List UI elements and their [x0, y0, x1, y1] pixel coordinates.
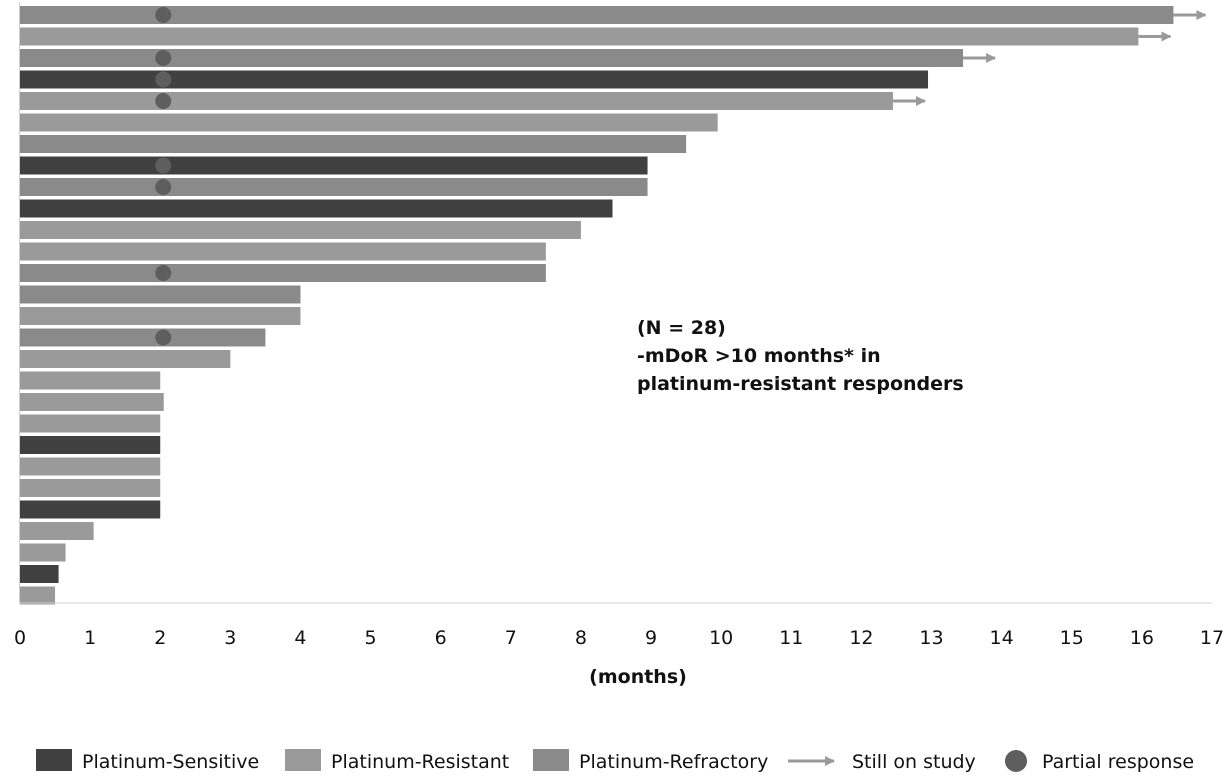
- bar-16: [20, 328, 266, 347]
- bar-4: [20, 70, 929, 89]
- legend-item-5: Partial response: [1005, 750, 1194, 773]
- annotation-line-2: -mDoR >10 months* in: [637, 345, 881, 367]
- x-axis-title: (months): [589, 666, 687, 688]
- bar-23: [20, 479, 161, 497]
- bar-6: [20, 113, 718, 132]
- bar-26: [20, 543, 66, 562]
- x-tick-label-16: 16: [1130, 627, 1154, 649]
- partial-response-marker-3: [155, 50, 172, 66]
- x-tick-label-2: 2: [154, 627, 166, 649]
- bar-12: [20, 242, 546, 261]
- x-tick-label-13: 13: [919, 627, 943, 649]
- x-tick-label-17: 17: [1200, 627, 1224, 649]
- x-tick-label-1: 1: [84, 627, 96, 649]
- legend-swatch-1: [36, 749, 72, 771]
- bar-10: [20, 199, 613, 218]
- x-tick-label-5: 5: [365, 627, 377, 649]
- legend-item-3: Platinum-Refractory: [533, 749, 768, 773]
- legend-label-1: Platinum-Sensitive: [82, 751, 259, 773]
- partial-response-marker-1: [155, 7, 172, 23]
- annotation-box: (N = 28) -mDoR >10 months* in platinum-r…: [637, 317, 964, 395]
- x-tick-labels: 0 1 2 3 4 5 6 7 8 9 10 11 12 13 14 15 16 17: [14, 627, 1224, 649]
- bar-21: [20, 436, 161, 454]
- still-on-study-arrows: [892, 10, 1207, 106]
- x-tick-label-4: 4: [294, 627, 306, 649]
- bar-28: [20, 586, 56, 605]
- legend-item-1: Platinum-Sensitive: [36, 749, 259, 773]
- bars-layer: [20, 6, 1174, 605]
- bar-11: [20, 221, 581, 239]
- x-tick-label-0: 0: [14, 627, 26, 649]
- annotation-line-1: (N = 28): [637, 317, 726, 339]
- x-tick-label-12: 12: [849, 627, 873, 649]
- bar-19: [20, 393, 164, 411]
- x-tick-label-8: 8: [575, 627, 587, 649]
- bar-25: [20, 522, 94, 540]
- bar-22: [20, 457, 161, 476]
- x-tick-label-11: 11: [779, 627, 803, 649]
- bar-13: [20, 264, 546, 282]
- x-tick-label-7: 7: [505, 627, 517, 649]
- legend-item-4: Still on study: [788, 751, 976, 773]
- bar-24: [20, 500, 161, 519]
- bar-2: [20, 27, 1139, 46]
- legend-label-2: Platinum-Resistant: [331, 751, 509, 773]
- bar-9: [20, 178, 648, 196]
- legend-swatch-3: [533, 749, 569, 771]
- legend-swatch-2: [285, 749, 321, 771]
- x-tick-label-6: 6: [435, 627, 447, 649]
- legend-label-3: Platinum-Refractory: [579, 751, 768, 773]
- bar-18: [20, 371, 161, 390]
- legend-label-5: Partial response: [1042, 751, 1194, 773]
- bar-7: [20, 135, 687, 153]
- x-tick-label-9: 9: [645, 627, 657, 649]
- bar-8: [20, 156, 648, 175]
- legend: Platinum-Sensitive Platinum-Resistant Plat…: [36, 749, 1194, 773]
- bar-3: [20, 49, 964, 67]
- partial-response-marker-13: [155, 265, 172, 281]
- x-tick-label-14: 14: [990, 627, 1014, 649]
- bar-27: [20, 565, 59, 583]
- x-tick-label-10: 10: [709, 627, 733, 649]
- partial-response-marker-4: [155, 71, 172, 88]
- bar-20: [20, 414, 161, 433]
- axes: [19, 2, 1212, 604]
- legend-circle-icon: [1005, 750, 1027, 772]
- partial-response-marker-16: [155, 329, 172, 346]
- bar-5: [20, 92, 893, 110]
- x-tick-label-15: 15: [1060, 627, 1084, 649]
- partial-response-marker-9: [155, 179, 172, 195]
- bar-17: [20, 350, 231, 368]
- bar-15: [20, 307, 301, 325]
- bar-1: [20, 6, 1174, 24]
- partial-response-marker-8: [155, 157, 172, 174]
- x-tick-label-3: 3: [224, 627, 236, 649]
- partial-response-markers: [155, 7, 172, 346]
- legend-item-2: Platinum-Resistant: [285, 749, 509, 773]
- partial-response-marker-5: [155, 93, 172, 109]
- legend-label-4: Still on study: [852, 751, 976, 773]
- annotation-line-3: platinum-resistant responders: [637, 373, 964, 395]
- bar-14: [20, 285, 301, 304]
